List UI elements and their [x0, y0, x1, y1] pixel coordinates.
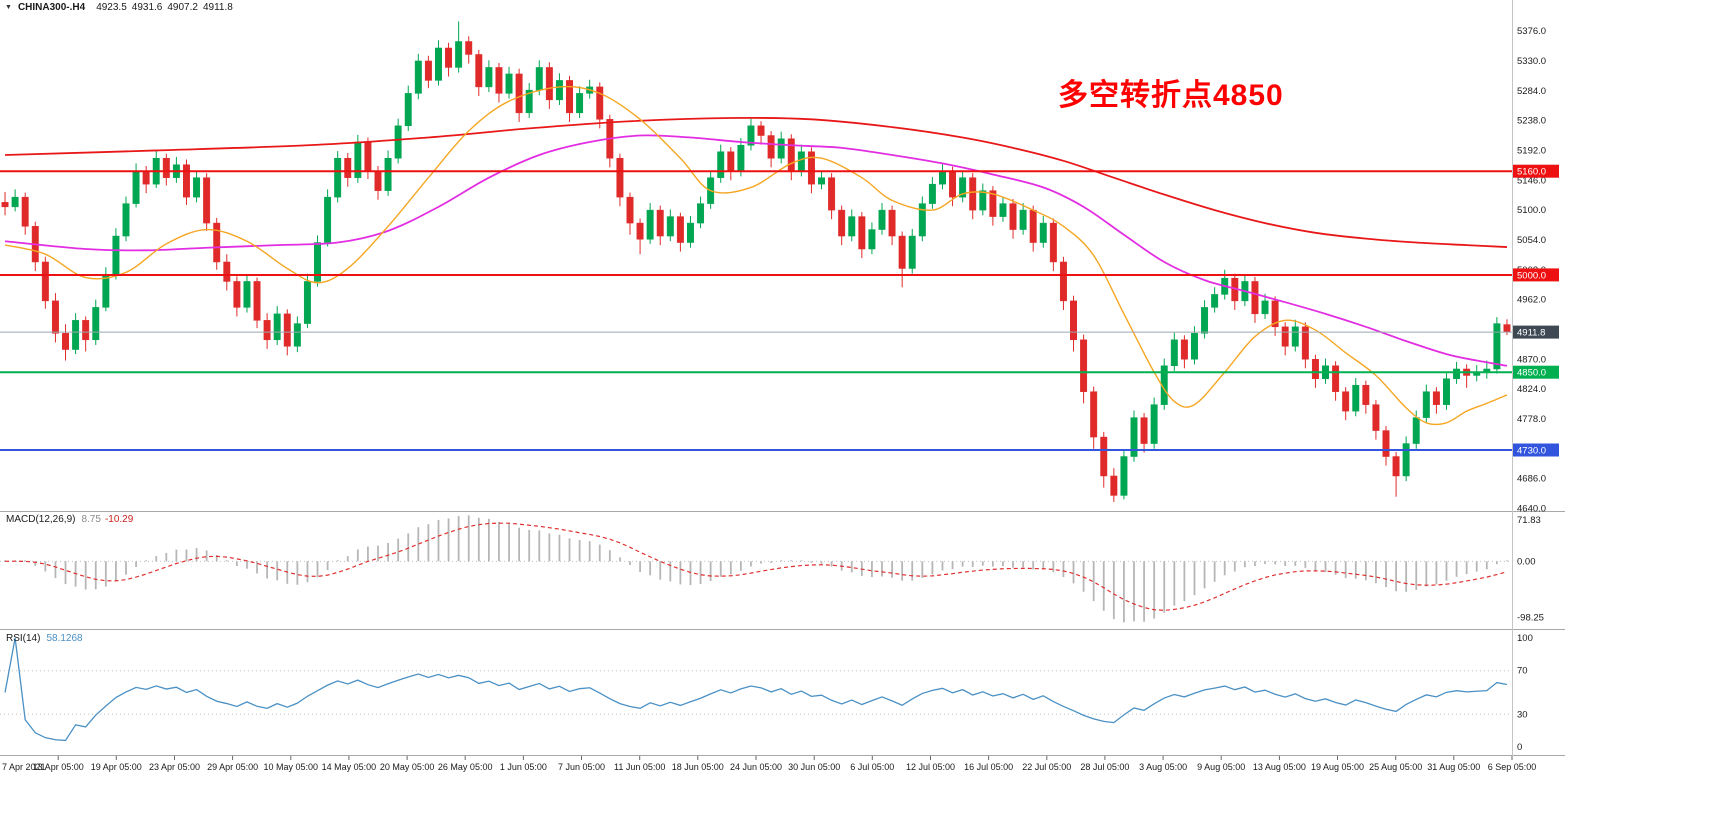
low-value: 4907.2: [167, 2, 198, 13]
svg-text:23 Apr 05:00: 23 Apr 05:00: [149, 762, 200, 772]
svg-text:19 Apr 05:00: 19 Apr 05:00: [91, 762, 142, 772]
svg-text:13 Apr 05:00: 13 Apr 05:00: [33, 762, 84, 772]
high-value: 4931.6: [131, 2, 163, 13]
svg-text:22 Jul 05:00: 22 Jul 05:00: [1022, 762, 1071, 772]
svg-text:71.83: 71.83: [1517, 515, 1541, 526]
svg-text:19 Aug 05:00: 19 Aug 05:00: [1311, 762, 1364, 772]
macd-signal-value: -10.29: [104, 514, 134, 525]
svg-text:10 May 05:00: 10 May 05:00: [264, 762, 319, 772]
rsi-indicator-label: RSI(14) 58.1268: [6, 633, 83, 644]
ma-slow: [5, 116, 1508, 248]
svg-text:5284.0: 5284.0: [1517, 86, 1546, 97]
svg-text:4730.0: 4730.0: [1517, 446, 1546, 457]
svg-text:5000.0: 5000.0: [1517, 270, 1546, 281]
level-lines-layer[interactable]: [0, 170, 1512, 452]
macd-indicator-label: MACD(12,26,9) 8.75 -10.29: [6, 514, 133, 525]
svg-text:30 Jun 05:00: 30 Jun 05:00: [788, 762, 840, 772]
svg-text:28 Jul 05:00: 28 Jul 05:00: [1080, 762, 1129, 772]
close-value: 4911.8: [202, 2, 233, 13]
svg-text:4962.0: 4962.0: [1517, 295, 1546, 306]
svg-text:30: 30: [1517, 709, 1528, 720]
svg-text:6 Jul 05:00: 6 Jul 05:00: [850, 762, 894, 772]
svg-text:0.00: 0.00: [1517, 556, 1536, 567]
svg-text:100: 100: [1517, 633, 1533, 644]
pane-separators: [0, 0, 1565, 756]
ma-fast: [4, 85, 1508, 426]
svg-text:5376.0: 5376.0: [1517, 26, 1546, 37]
svg-text:5160.0: 5160.0: [1517, 167, 1546, 178]
svg-text:4870.0: 4870.0: [1517, 354, 1546, 365]
svg-text:4850.0: 4850.0: [1517, 368, 1546, 379]
candles-layer: [1, 21, 1511, 502]
svg-text:18 Jun 05:00: 18 Jun 05:00: [672, 762, 724, 772]
ohlc-values: 4923.5 4931.6 4907.2 4911.8: [91, 2, 233, 13]
symbol-name: CHINA300-.H4: [17, 2, 86, 13]
svg-text:0: 0: [1517, 742, 1522, 753]
symbol-info-bar: ▼ CHINA300-.H4 4923.5 4931.6 4907.2 4911.8: [5, 2, 233, 13]
svg-text:5238.0: 5238.0: [1517, 116, 1546, 127]
svg-text:14 May 05:00: 14 May 05:00: [322, 762, 377, 772]
annotation-text: 多空转折点4850: [1058, 79, 1284, 112]
svg-text:5054.0: 5054.0: [1517, 235, 1546, 246]
svg-text:13 Aug 05:00: 13 Aug 05:00: [1253, 762, 1306, 772]
svg-text:5192.0: 5192.0: [1517, 145, 1546, 156]
rsi-value: 58.1268: [46, 633, 83, 644]
svg-text:29 Apr 05:00: 29 Apr 05:00: [207, 762, 258, 772]
svg-text:5100.0: 5100.0: [1517, 205, 1546, 216]
svg-text:6 Sep 05:00: 6 Sep 05:00: [1488, 762, 1537, 772]
svg-text:31 Aug 05:00: 31 Aug 05:00: [1427, 762, 1480, 772]
macd-name: MACD(12,26,9): [6, 514, 76, 525]
svg-text:12 Jul 05:00: 12 Jul 05:00: [906, 762, 955, 772]
svg-text:4824.0: 4824.0: [1517, 384, 1546, 395]
rsi-pane[interactable]: [0, 637, 1512, 742]
ma-mid: [4, 134, 1508, 367]
svg-text:11 Jun 05:00: 11 Jun 05:00: [614, 762, 665, 772]
svg-text:7 Jun 05:00: 7 Jun 05:00: [558, 762, 605, 772]
svg-text:5330.0: 5330.0: [1517, 56, 1546, 67]
open-value: 4923.5: [96, 2, 127, 13]
svg-text:5146.0: 5146.0: [1517, 175, 1546, 186]
svg-text:-98.25: -98.25: [1517, 613, 1544, 624]
svg-text:20 May 05:00: 20 May 05:00: [380, 762, 435, 772]
symbol-dropdown-icon[interactable]: ▼: [5, 4, 12, 11]
svg-text:1 Jun 05:00: 1 Jun 05:00: [500, 762, 547, 772]
svg-text:26 May 05:00: 26 May 05:00: [438, 762, 493, 772]
svg-text:4911.8: 4911.8: [1517, 328, 1545, 339]
svg-text:4778.0: 4778.0: [1517, 414, 1546, 425]
moving-averages-layer: [4, 85, 1508, 426]
svg-text:16 Jul 05:00: 16 Jul 05:00: [964, 762, 1013, 772]
svg-text:24 Jun 05:00: 24 Jun 05:00: [730, 762, 782, 772]
svg-text:4686.0: 4686.0: [1517, 474, 1546, 485]
macd-pane[interactable]: [0, 515, 1512, 623]
rsi-name: RSI(14): [6, 633, 41, 644]
macd-main-value: 8.75: [81, 514, 101, 525]
svg-text:4640.0: 4640.0: [1517, 503, 1546, 514]
svg-text:3 Aug 05:00: 3 Aug 05:00: [1139, 762, 1187, 772]
svg-text:7 Apr 2021: 7 Apr 2021: [2, 762, 46, 772]
svg-text:9 Aug 05:00: 9 Aug 05:00: [1197, 762, 1245, 772]
svg-text:25 Aug 05:00: 25 Aug 05:00: [1369, 762, 1422, 772]
svg-text:70: 70: [1517, 666, 1528, 677]
price-axis[interactable]: 5376.0 5330.0 5284.0 5238.0 5192.0 5146.0 5100…: [1513, 26, 1559, 753]
